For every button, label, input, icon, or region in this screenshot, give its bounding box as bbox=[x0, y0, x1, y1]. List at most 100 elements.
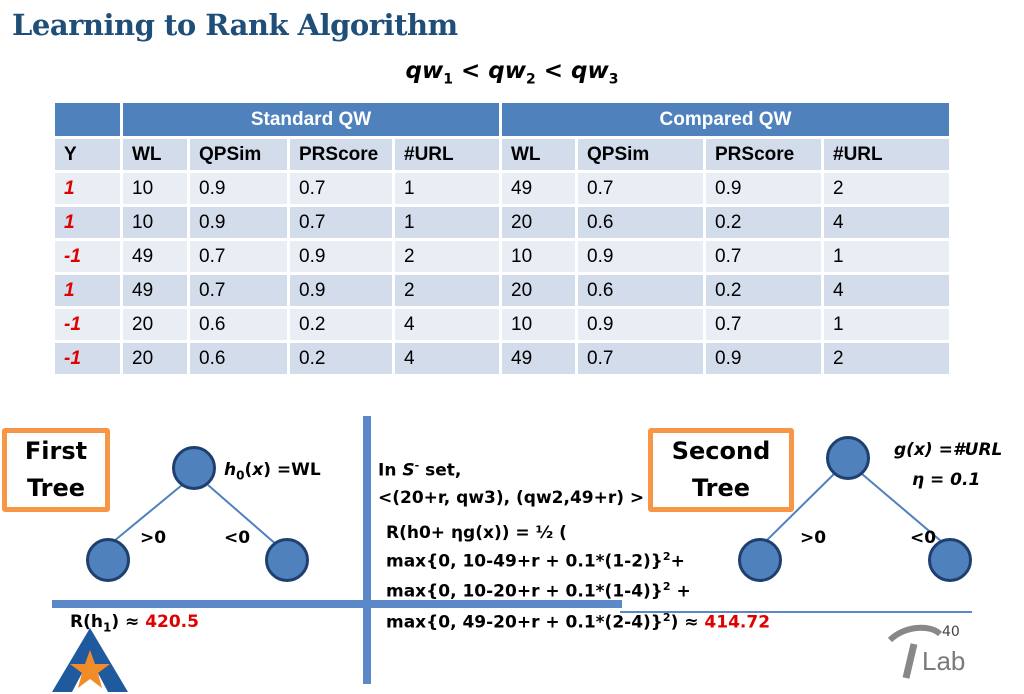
max-term-1: max{0, 10-49+r + 0.1*(1-2)}2+ bbox=[386, 550, 685, 572]
label-cell: 1 bbox=[52, 272, 123, 309]
column-header-row: Y WL QPSim PRScore #URL WL QPSim PRScore… bbox=[52, 136, 952, 173]
table-cell: 0.7 bbox=[187, 272, 290, 309]
table-cell: 0.2 bbox=[287, 340, 395, 377]
table-cell: 0.2 bbox=[703, 272, 824, 309]
table-row: 1 49 0.7 0.9 2 20 0.6 0.2 4 bbox=[52, 272, 952, 309]
table-cell: 2 bbox=[392, 238, 502, 275]
table-group-header: Standard QW Compared QW bbox=[52, 100, 952, 139]
ilab-logo-text: Lab bbox=[922, 646, 966, 676]
label-line: Second bbox=[671, 437, 771, 465]
set-text: In bbox=[378, 460, 403, 481]
max-term-2: max{0, 10-20+r + 0.1*(1-4)}2 + bbox=[386, 580, 691, 602]
table-cell: 1 bbox=[821, 306, 952, 343]
table-cell: 0.9 bbox=[703, 340, 824, 377]
risk-equation: R(h0+ ηg(x)) = ½ ( bbox=[386, 523, 567, 543]
table-cell: 20 bbox=[499, 272, 578, 309]
table-cell: 49 bbox=[499, 170, 578, 207]
formula-sub: 1 bbox=[443, 71, 453, 88]
label-cell: -1 bbox=[52, 238, 123, 275]
table-row: -1 49 0.7 0.9 2 10 0.9 0.7 1 bbox=[52, 238, 952, 275]
second-tree-function: g(x) =#URL bbox=[894, 440, 1003, 460]
first-tree-risk: R(h1) ≈ 420.5 bbox=[70, 612, 199, 634]
first-tree-risk-value: 420.5 bbox=[145, 612, 199, 632]
set-text: set, bbox=[419, 460, 462, 481]
table-cell: 0.2 bbox=[703, 204, 824, 241]
label-cell: 1 bbox=[52, 204, 123, 241]
uta-logo-icon bbox=[52, 628, 128, 692]
exponent: 2 bbox=[662, 550, 671, 563]
second-tree-risk-value: 414.72 bbox=[704, 612, 771, 633]
exponent: 2 bbox=[662, 580, 671, 593]
table-cell: 0.6 bbox=[187, 340, 290, 377]
second-tree-left-edge bbox=[759, 473, 835, 548]
paren: ( bbox=[244, 460, 253, 480]
first-tree-left-branch: >0 bbox=[140, 528, 167, 548]
table-cell: 0.7 bbox=[187, 238, 290, 275]
table-cell: 4 bbox=[821, 204, 952, 241]
learning-rate: η = 0.1 bbox=[912, 470, 981, 490]
table-cell: 49 bbox=[120, 238, 190, 275]
risk-sub: 1 bbox=[102, 620, 112, 635]
second-tree-left-node bbox=[738, 538, 782, 582]
table-cell: 49 bbox=[499, 340, 578, 377]
col-header: QPSim bbox=[575, 136, 706, 173]
first-tree-right-node bbox=[265, 538, 309, 582]
first-tree-left-node bbox=[86, 538, 130, 582]
set-symbol: S bbox=[402, 460, 415, 481]
first-tree-left-edge bbox=[107, 484, 183, 547]
slide-title: Learning to Rank Algorithm bbox=[12, 8, 458, 42]
label-cell: 1 bbox=[52, 170, 123, 207]
col-header: PRScore bbox=[703, 136, 824, 173]
group-standard-qw: Standard QW bbox=[120, 100, 502, 139]
label-line: Tree bbox=[26, 474, 86, 502]
table-cell: 0.9 bbox=[287, 272, 395, 309]
max-expr: max{0, 10-20+r + 0.1*(1-4)} bbox=[386, 581, 663, 602]
table-cell: 4 bbox=[392, 306, 502, 343]
table-cell: 0.9 bbox=[187, 204, 290, 241]
table-cell: 0.7 bbox=[575, 340, 706, 377]
table-cell: 0.7 bbox=[287, 204, 395, 241]
col-header: WL bbox=[499, 136, 578, 173]
first-tree-right-branch: <0 bbox=[224, 528, 251, 548]
col-header: #URL bbox=[392, 136, 502, 173]
table-cell: 4 bbox=[821, 272, 952, 309]
max-expr: max{0, 49-20+r + 0.1*(2-4)} bbox=[386, 612, 663, 633]
table-cell: 0.6 bbox=[187, 306, 290, 343]
group-compared-qw: Compared QW bbox=[499, 100, 952, 139]
horizontal-divider bbox=[52, 600, 622, 608]
func-rest: ) =WL bbox=[263, 460, 321, 480]
table-cell: 0.9 bbox=[575, 306, 706, 343]
label-line: Tree bbox=[691, 474, 751, 502]
table-row: -1 20 0.6 0.2 4 49 0.7 0.9 2 bbox=[52, 340, 952, 377]
table-cell: 0.7 bbox=[703, 238, 824, 275]
func-name: h bbox=[224, 460, 237, 480]
table-cell: 0.9 bbox=[187, 170, 290, 207]
table-cell: 0.2 bbox=[287, 306, 395, 343]
table-cell: 10 bbox=[499, 238, 578, 275]
table-cell: 0.7 bbox=[575, 170, 706, 207]
table-cell: 0.6 bbox=[575, 272, 706, 309]
risk-prefix: R(h bbox=[70, 612, 103, 632]
max-expr: max{0, 10-49+r + 0.1*(1-2)} bbox=[386, 551, 663, 572]
table-cell: 20 bbox=[499, 204, 578, 241]
table-cell: 0.7 bbox=[287, 170, 395, 207]
empty-header-cell bbox=[52, 100, 123, 139]
approx: ) ≈ bbox=[670, 612, 705, 633]
first-tree-function: h0(x) =WL bbox=[224, 460, 321, 482]
table-cell: 0.6 bbox=[575, 204, 706, 241]
table-cell: 10 bbox=[120, 170, 190, 207]
col-header: PRScore bbox=[287, 136, 395, 173]
table-cell: 4 bbox=[392, 340, 502, 377]
label-cell: -1 bbox=[52, 340, 123, 377]
col-header: QPSim bbox=[187, 136, 290, 173]
col-header: Y bbox=[52, 136, 123, 173]
formula-part: qw bbox=[405, 58, 444, 84]
first-tree-root-node bbox=[172, 446, 216, 490]
table-cell: 0.9 bbox=[703, 170, 824, 207]
label-line: First bbox=[24, 437, 88, 465]
func-sub: 0 bbox=[236, 468, 245, 483]
func-arg: x bbox=[252, 460, 264, 480]
first-tree-right-edge bbox=[207, 484, 279, 547]
plus: + bbox=[670, 551, 685, 572]
